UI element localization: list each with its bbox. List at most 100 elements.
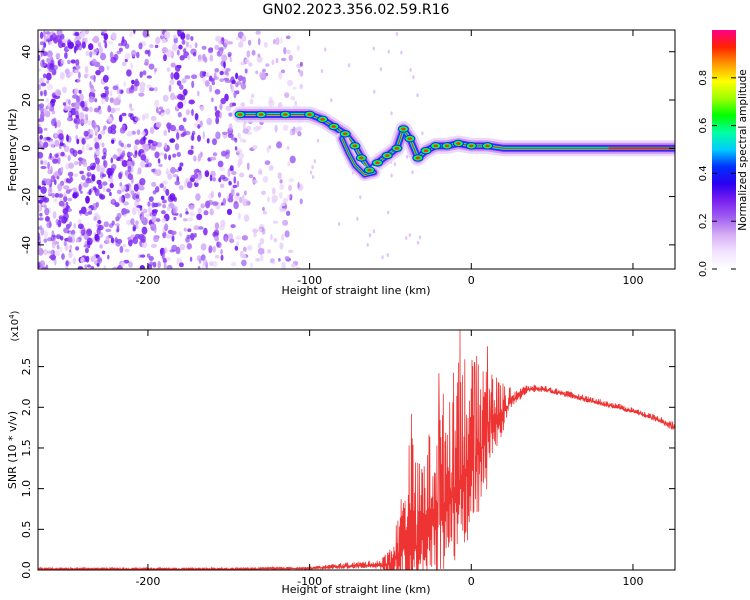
spectrogram-noise-speck (202, 75, 206, 84)
spectrogram-noise-speck (251, 93, 255, 98)
spectrogram-noise-speck (88, 43, 94, 51)
spectrogram-noise-speck (162, 227, 165, 234)
spectrogram-noise-speck (41, 180, 44, 186)
spectrogram-noise-speck (193, 155, 197, 162)
spectrogram-noise-speck (149, 261, 154, 267)
spectrogram-noise-speck (64, 52, 68, 59)
spectrogram-noise-speck (61, 253, 65, 260)
spectrogram-noise-speck (79, 32, 85, 38)
spectrogram-noise-speck (102, 186, 106, 192)
spectrogram-noise-speck (84, 264, 88, 269)
spectrogram-noise-speck (92, 121, 97, 129)
spectrogram-noise-speck (214, 235, 220, 242)
spectrogram-noise-speck (39, 212, 43, 217)
spectrogram-noise-speck (224, 43, 227, 49)
y-tick-label: 0 (20, 145, 33, 152)
spectrogram-noise-speck (247, 39, 252, 46)
spectrogram-noise-speck (138, 92, 145, 97)
spectrogram-noise-speck (155, 186, 160, 193)
spectrogram-noise-speck (168, 154, 172, 161)
spectrogram-noise-speck (179, 243, 186, 251)
colorbar-tick-label: 0.2 (698, 213, 709, 229)
spectrogram-noise-speck (177, 111, 182, 118)
spectrogram-noise-speck (198, 226, 204, 230)
spectrogram-noise-speck (99, 165, 106, 173)
spectrogram-noise-speck (251, 179, 258, 184)
spectrogram-ridge-blob-core (352, 144, 358, 148)
spectrogram-noise-speck (173, 71, 180, 80)
spectrogram-noise-speck (169, 138, 176, 143)
spectrogram-noise-speck (66, 134, 69, 142)
spectrogram-noise-speck (171, 235, 175, 242)
spectrogram-noise-speck (286, 79, 294, 87)
spectrogram-noise-speck (84, 100, 88, 109)
spectrogram-noise-speck (46, 84, 54, 91)
spectrogram-noise-speck (109, 97, 115, 103)
spectrogram-noise-speck (165, 108, 171, 115)
spectrogram-noise-speck (194, 232, 197, 238)
spectrogram-noise-speck (123, 213, 127, 218)
spectrogram-noise-speck (58, 193, 64, 198)
spectrogram-noise-speck (164, 142, 168, 150)
spectrogram-noise-speck (236, 180, 240, 188)
spectrogram-noise-speck (47, 102, 52, 110)
spectrogram-noise-speck (137, 209, 141, 216)
spectrogram-noise-speck (118, 196, 124, 203)
spectrogram-noise-speck (38, 126, 43, 134)
spectrogram-noise-speck (43, 73, 47, 79)
spectrogram-noise-speck (295, 266, 301, 269)
spectrogram-noise-speck (56, 35, 62, 39)
spectrogram-noise-speck (59, 247, 63, 252)
spectrogram-noise-speck (78, 71, 81, 79)
spectrogram-noise-speck (193, 173, 199, 179)
spectrogram-noise-speck (205, 72, 210, 78)
spectrogram-noise-speck (142, 70, 147, 76)
spectrogram-noise-speck (59, 72, 65, 80)
spectrogram-noise-speck (40, 186, 47, 194)
spectrogram-noise-speck (48, 220, 52, 228)
spectrogram-y-ticks: -40 -20 0 20 40 (20, 45, 675, 254)
spectrogram-noise-speck (84, 212, 89, 216)
spectrogram-noise-speck (87, 264, 91, 268)
spectrogram-noise-speck (99, 194, 106, 200)
spectrogram-noise-speck (193, 225, 200, 231)
spectrogram-noise-speck (90, 88, 96, 93)
spectrogram-noise-speck (67, 59, 71, 65)
spectrogram-noise-speck (251, 49, 256, 56)
spectrogram-noise-speck (128, 261, 133, 268)
spectrogram-noise-speck (266, 146, 270, 154)
spectrogram-noise-speck (72, 94, 79, 99)
spectrogram-noise-speck (395, 32, 399, 36)
spectrogram-noise-speck (194, 113, 199, 121)
spectrogram-noise-speck (316, 138, 320, 143)
spectrogram-noise-speck (49, 152, 52, 159)
spectrogram-noise-speck (172, 153, 177, 158)
spectrogram-noise-speck (165, 188, 170, 196)
spectrogram-noise-speck (185, 211, 189, 215)
spectrogram-noise-speck (134, 116, 141, 122)
spectrogram-noise-speck (39, 194, 42, 201)
spectrogram-noise-speck (81, 41, 86, 49)
spectrogram-noise-speck (84, 247, 89, 254)
spectrogram-noise-speck (129, 113, 134, 121)
spectrogram-ridge-blob-core (385, 154, 390, 157)
x-tick-label: -100 (297, 274, 322, 287)
snr-series-line (38, 330, 675, 570)
spectrogram-noise-speck (214, 89, 221, 95)
spectrogram-noise-speck (282, 124, 289, 131)
spectrogram-noise-speck (176, 152, 181, 157)
spectrogram-noise-speck (133, 183, 139, 192)
spectrogram-noise-speck (78, 89, 82, 94)
spectrogram-noise-speck (44, 207, 50, 216)
spectrogram-noise-speck (213, 76, 220, 81)
spectrogram-noise-speck (111, 32, 117, 40)
spectrogram-noise-speck (147, 139, 152, 146)
spectrogram-noise-speck (130, 190, 135, 196)
spectrogram-noise-speck (209, 261, 214, 267)
spectrogram-noise-speck (288, 184, 292, 192)
spectrogram-noise-speck (110, 107, 116, 114)
spectrogram-x-label: Height of straight line (km) (281, 284, 430, 297)
spectrogram-noise-speck (416, 240, 420, 245)
spectrogram-noise-speck (187, 217, 194, 222)
spectrogram-noise-speck (39, 114, 45, 123)
